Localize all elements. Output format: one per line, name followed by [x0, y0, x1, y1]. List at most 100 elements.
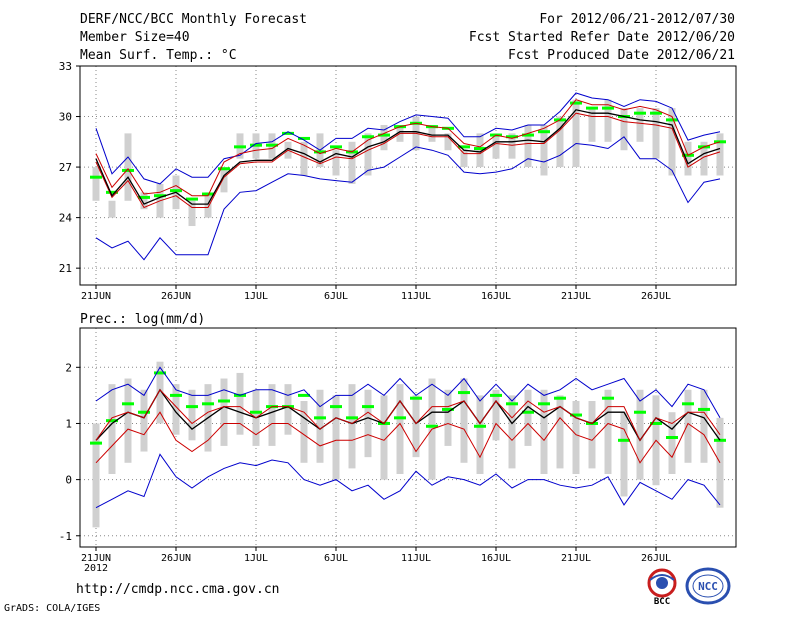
forecast-period: For 2012/06/21-2012/07/30 [539, 12, 735, 27]
range-bar [188, 389, 196, 441]
range-bar [284, 384, 292, 435]
median-marker [122, 168, 134, 172]
median-marker [586, 106, 598, 110]
range-bar [620, 412, 628, 497]
x-tick-label: 26JUN [161, 291, 191, 300]
x-tick-label: 21JUL [561, 553, 591, 564]
range-bar [124, 378, 132, 463]
range-bar [140, 192, 148, 210]
range-bar [124, 133, 132, 201]
range-bar [492, 133, 500, 159]
range-bar [604, 389, 612, 474]
y-tick-label: 21 [59, 262, 72, 275]
range-bar [332, 395, 340, 480]
range-bar [684, 389, 692, 463]
median-marker [522, 410, 534, 414]
range-bar [172, 384, 180, 435]
range-bar [572, 401, 580, 474]
median-marker [490, 393, 502, 397]
y-tick-label: 24 [59, 212, 73, 225]
range-bar [188, 200, 196, 227]
grads-credit: GrADS: COLA/IGES [4, 603, 101, 614]
plot-frame [79, 327, 737, 548]
range-bar [204, 192, 212, 218]
range-bar [668, 108, 676, 176]
median-marker [666, 436, 678, 439]
median-marker [394, 416, 406, 420]
median-marker [170, 393, 182, 397]
median-marker [330, 405, 342, 409]
median-marker [426, 424, 438, 428]
median-marker [90, 175, 102, 179]
p90-line [95, 99, 721, 197]
median-marker [330, 145, 342, 149]
median-marker [666, 118, 678, 122]
p90-line [95, 388, 721, 442]
median-marker [634, 410, 646, 414]
x-tick-label: 21JUL [561, 291, 591, 300]
median-marker [202, 402, 214, 406]
median-marker [634, 111, 646, 115]
range-bar [364, 389, 372, 458]
produced-date: Fcst Produced Date 2012/06/21 [508, 48, 735, 63]
range-bar [268, 384, 276, 446]
range-bar [588, 401, 596, 469]
median-marker [522, 133, 534, 137]
median-marker [170, 189, 182, 193]
range-bar [140, 389, 148, 452]
year-label: 2012 [84, 563, 108, 574]
x-tick-label: 16JUL [481, 553, 511, 564]
bcc-logo-text: BCC [654, 597, 670, 606]
member-size: Member Size=40 [80, 30, 190, 45]
median-marker [458, 145, 470, 149]
range-bar [572, 99, 580, 168]
bcc-logo-icon: BCC [647, 568, 677, 606]
x-tick-label: 1JUL [244, 291, 268, 300]
median-marker [90, 441, 102, 445]
range-bar [364, 133, 372, 176]
median-marker [410, 396, 422, 400]
median-marker [218, 399, 230, 403]
temperature-chart: 21JUN26JUN1JUL6JUL11JUL16JUL21JUL26JUL20… [59, 60, 737, 300]
variable-label: Mean Surf. Temp.: °C [80, 48, 237, 63]
footer-url[interactable]: http://cmdp.ncc.cma.gov.cn [76, 582, 280, 597]
max-line [95, 92, 721, 185]
plot-2: 21JUN 26JUN 1JUL 6JUL 11JUL 16JUL 21JUL 26JUL20… [59, 327, 737, 574]
x-tick-label: 21JUN [81, 291, 111, 300]
range-bar [348, 384, 356, 469]
range-bar [396, 384, 404, 474]
x-tick-label: 16JUL [481, 291, 511, 300]
x-tick-label: 6JUL [324, 291, 348, 300]
plot-1: 21JUN26JUN1JUL6JUL11JUL16JUL21JUL26JUL20… [59, 60, 737, 300]
range-bar [220, 167, 228, 193]
range-bar [716, 133, 724, 176]
x-tick-label: 26JUL [641, 291, 671, 300]
median-marker [618, 438, 630, 442]
range-bar [620, 108, 628, 151]
range-bar [380, 395, 388, 480]
y-tick-label: -1 [59, 530, 72, 543]
x-tick-label: 11JUL [401, 291, 431, 300]
median-marker [250, 410, 262, 414]
range-bar [636, 389, 644, 480]
range-bar [460, 150, 468, 168]
ncc-logo-icon: NCC [685, 567, 731, 605]
range-bar [524, 124, 532, 168]
range-bar [300, 401, 308, 463]
median-marker [458, 391, 470, 395]
range-bar [316, 389, 324, 463]
y-tick-label: 27 [59, 161, 72, 174]
range-bar [508, 133, 516, 159]
median-marker [314, 150, 326, 154]
median-marker [186, 197, 198, 201]
x-tick-label: 6JUL [324, 553, 348, 564]
y-tick-label: 30 [59, 111, 72, 124]
plot-frame [79, 65, 737, 286]
refer-date: Fcst Started Refer Date 2012/06/20 [468, 30, 735, 45]
range-bar [444, 389, 452, 446]
median-marker [650, 111, 662, 115]
median-marker [202, 192, 214, 196]
range-bar [668, 412, 676, 474]
